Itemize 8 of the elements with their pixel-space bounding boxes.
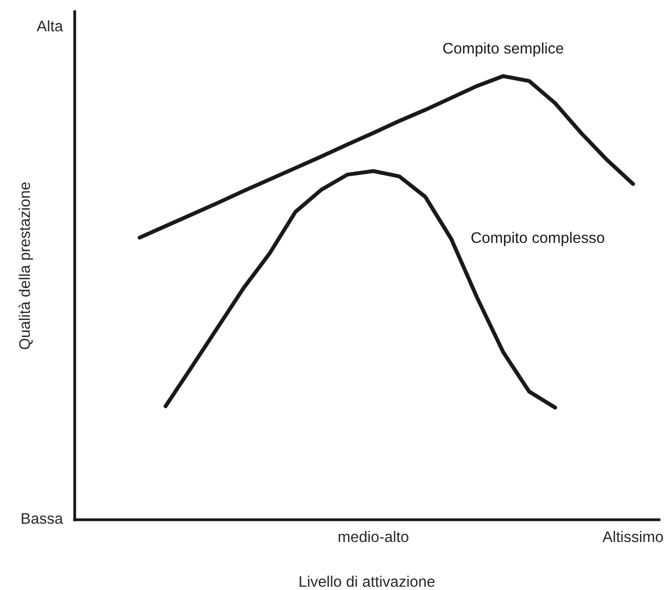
- x-tick-label: medio-alto: [338, 530, 408, 542]
- text: Bassa: [22, 513, 64, 524]
- x-tick-label: Altissimo: [602, 530, 663, 542]
- series-label: Compito complesso: [471, 232, 604, 246]
- series-label: Compito semplice: [443, 42, 564, 57]
- y-axis-title: Qualità della prestazione: [18, 182, 34, 350]
- x-axis-title: Livello di attivazione: [300, 576, 435, 587]
- text: Alta: [36, 20, 64, 32]
